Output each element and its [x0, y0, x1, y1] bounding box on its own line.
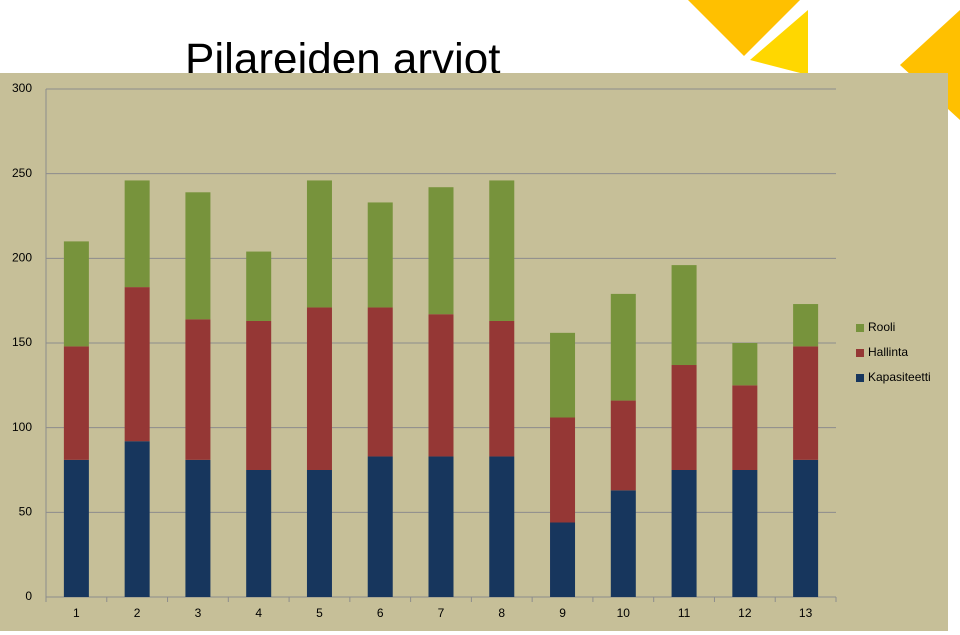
x-tick-label: 1	[73, 606, 80, 620]
bar-segment	[124, 180, 150, 288]
bar-segment	[489, 320, 515, 457]
y-tick-label: 100	[12, 420, 32, 434]
bar-segment	[610, 293, 636, 401]
x-tick-label: 6	[377, 606, 384, 620]
y-tick-label: 150	[12, 335, 32, 349]
bar-segment	[63, 459, 89, 597]
legend-label: Rooli	[868, 320, 895, 334]
bar-segment	[306, 180, 332, 308]
x-tick-label: 10	[617, 606, 631, 620]
x-tick-label: 4	[255, 606, 262, 620]
legend-swatch	[856, 374, 864, 382]
bar-segment	[610, 490, 636, 597]
bar-segment	[246, 320, 272, 470]
bar-segment	[367, 307, 393, 457]
y-tick-label: 50	[19, 505, 33, 519]
bar-segment	[671, 265, 697, 366]
x-tick-label: 12	[738, 606, 752, 620]
bar-segment	[428, 456, 454, 597]
decor	[750, 10, 808, 75]
bar-segment	[793, 304, 819, 347]
plot-area	[0, 73, 948, 631]
bar-segment	[246, 470, 272, 597]
bar-segment	[550, 522, 576, 597]
legend-swatch	[856, 324, 864, 332]
x-tick-label: 13	[799, 606, 813, 620]
y-tick-label: 250	[12, 166, 32, 180]
bar-segment	[793, 459, 819, 597]
y-tick-label: 0	[25, 589, 32, 603]
bar-segment	[428, 187, 454, 315]
bar-segment	[489, 456, 515, 597]
y-tick-label: 200	[12, 251, 32, 265]
x-tick-label: 5	[316, 606, 323, 620]
bar-segment	[185, 192, 211, 320]
bar-segment	[793, 346, 819, 460]
legend-label: Hallinta	[868, 345, 908, 359]
bar-segment	[732, 343, 758, 386]
x-tick-label: 9	[559, 606, 566, 620]
x-tick-label: 7	[438, 606, 445, 620]
bar-segment	[306, 307, 332, 470]
bar-segment	[610, 400, 636, 491]
bar-segment	[306, 470, 332, 597]
bar-segment	[63, 346, 89, 460]
bar-segment	[367, 202, 393, 308]
bar-segment	[550, 417, 576, 523]
bar-segment	[124, 441, 150, 597]
x-tick-label: 2	[134, 606, 141, 620]
bar-segment	[185, 459, 211, 597]
x-tick-label: 11	[678, 606, 691, 620]
legend-label: Kapasiteetti	[868, 370, 931, 384]
bar-segment	[428, 314, 454, 457]
x-tick-label: 3	[195, 606, 202, 620]
bar-segment	[63, 241, 89, 347]
bar-segment	[671, 470, 697, 597]
x-tick-label: 8	[498, 606, 505, 620]
bar-segment	[671, 365, 697, 470]
bar-segment	[367, 456, 393, 597]
bar-segment	[185, 319, 211, 460]
bar-segment	[489, 180, 515, 321]
legend-swatch	[856, 349, 864, 357]
bar-segment	[550, 332, 576, 418]
bar-segment	[246, 251, 272, 321]
bar-segment	[732, 385, 758, 470]
decor	[688, 0, 800, 56]
y-tick-label: 300	[12, 81, 32, 95]
bar-segment	[124, 287, 150, 442]
bar-segment	[732, 470, 758, 597]
